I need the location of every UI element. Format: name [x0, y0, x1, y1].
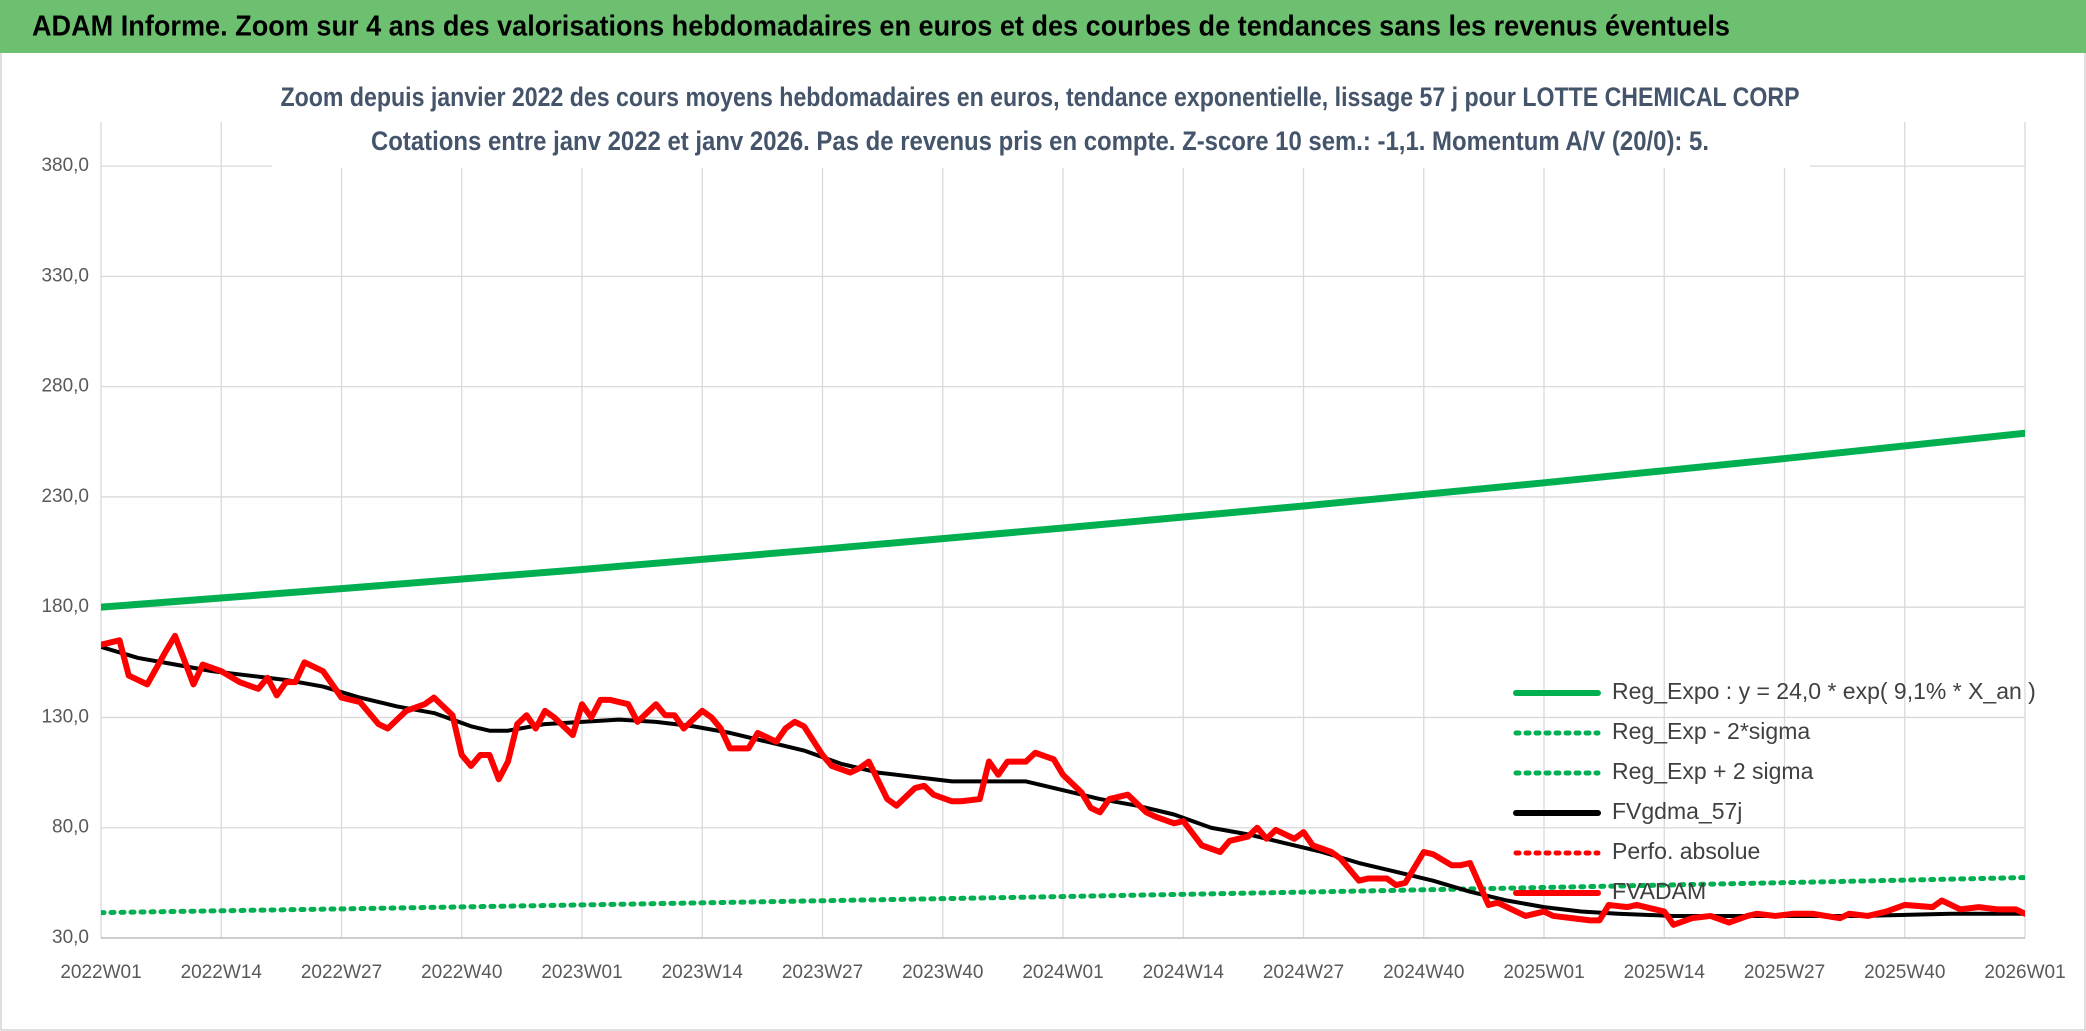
- chart-subtitle: Cotations entre janv 2022 et janv 2026. …: [371, 126, 1709, 156]
- legend-label: FVADAM: [1612, 878, 1706, 904]
- y-tick-label: 180,0: [41, 596, 89, 617]
- x-tick-label: 2025W40: [1864, 962, 1945, 983]
- y-tick-label: 280,0: [41, 376, 89, 397]
- title-background: [272, 78, 1810, 168]
- series-line: [101, 632, 2025, 928]
- x-tick-label: 2022W14: [181, 962, 263, 983]
- header-title: ADAM Informe. Zoom sur 4 ans des valoris…: [32, 11, 1730, 43]
- y-tick-label: 230,0: [41, 486, 89, 507]
- y-tick-label: 130,0: [41, 706, 89, 727]
- x-tick-label: 2023W40: [902, 962, 983, 983]
- legend-label: FVgdma_57j: [1612, 798, 1742, 824]
- y-tick-label: 30,0: [52, 927, 89, 948]
- y-tick-label: 330,0: [41, 265, 89, 286]
- series-line: [101, 429, 2025, 611]
- x-tick-label: 2025W01: [1503, 962, 1584, 983]
- series-line: [101, 644, 2025, 918]
- x-tick-label: 2023W27: [782, 962, 863, 983]
- x-tick-label: 2022W01: [60, 962, 141, 983]
- legend-label: Reg_Exp - 2*sigma: [1612, 718, 1810, 744]
- y-tick-label: 380,0: [41, 155, 89, 176]
- x-tick-label: 2024W14: [1143, 962, 1225, 983]
- x-tick-label: 2023W01: [541, 962, 622, 983]
- x-tick-label: 2022W40: [421, 962, 502, 983]
- series-line: [101, 875, 2025, 916]
- x-tick-label: 2024W40: [1383, 962, 1464, 983]
- x-tick-label: 2023W14: [662, 962, 744, 983]
- legend-label: Reg_Expo : y = 24,0 * exp( 9,1% * X_an ): [1612, 678, 2036, 704]
- y-tick-label: 80,0: [52, 817, 89, 838]
- x-tick-label: 2025W14: [1624, 962, 1706, 983]
- chart-title: Zoom depuis janvier 2022 des cours moyen…: [281, 82, 1800, 112]
- x-tick-label: 2022W27: [301, 962, 382, 983]
- x-tick-label: 2026W01: [1984, 962, 2065, 983]
- x-tick-label: 2024W27: [1263, 962, 1344, 983]
- legend-label: Perfo. absolue: [1612, 838, 1760, 864]
- x-tick-label: 2024W01: [1022, 962, 1103, 983]
- legend-label: Reg_Exp + 2 sigma: [1612, 758, 1814, 784]
- x-tick-label: 2025W27: [1744, 962, 1825, 983]
- header-bar: [0, 0, 2086, 53]
